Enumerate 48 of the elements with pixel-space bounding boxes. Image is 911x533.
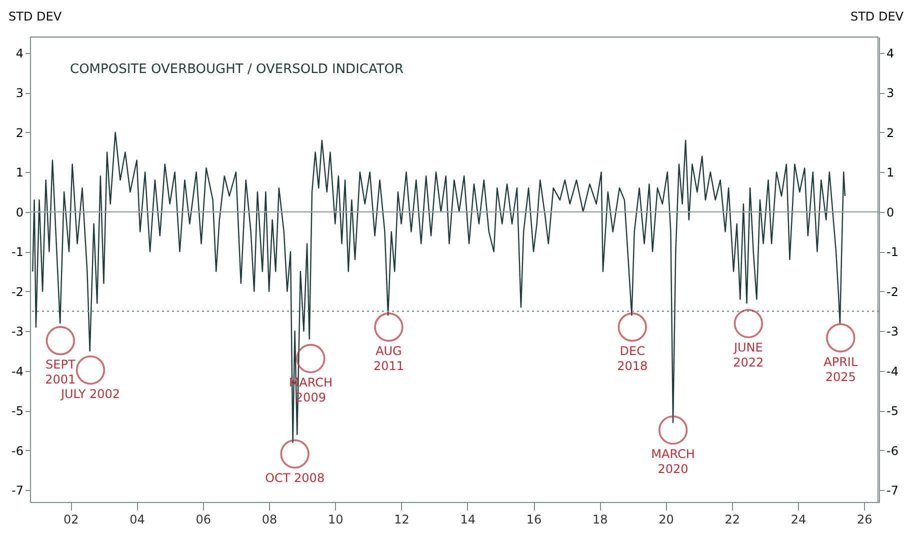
x-tick-label: 04 [130,512,145,526]
y2-tick-label: -7 [886,484,898,498]
x-tick-label: 18 [592,512,608,526]
y-tick-label: 4 [16,46,24,60]
y-tick-label: -3 [12,324,24,339]
y2-tick-label: -6 [886,444,898,458]
x-tick-label: 12 [394,512,410,526]
x-tick-label: 10 [328,512,344,526]
annotation: SEPT 2001 [45,358,76,387]
y2-tick-label: 3 [886,86,894,100]
y-tick-label: 2 [16,126,24,140]
y-axis-title: STD DEV [8,10,62,24]
y-tick-label: 0 [16,205,24,220]
y2-tick-label: -4 [886,364,898,378]
y2-tick-label: -1 [886,245,898,260]
annotation: OCT 2008 [265,470,325,485]
y2-tick-label: 1 [886,166,894,180]
x-tick-label: 26 [856,512,872,526]
annotation: AUG 2011 [373,344,404,374]
annotation: DEC 2018 [617,344,648,374]
x-tick-label: 24 [790,512,806,526]
y2-tick-label: 2 [886,126,894,140]
y2-tick-label: -3 [886,324,898,339]
y-tick-label: 3 [16,86,24,100]
x-tick-label: 02 [64,512,79,526]
y2-tick-label: -2 [886,284,898,299]
y-tick-label: -6 [12,444,24,458]
annotation: JUNE 2022 [732,340,764,370]
y-tick-label: -7 [12,484,24,498]
x-tick-label: 16 [526,512,542,526]
y2-axis-title: STD DEV [850,10,904,24]
x-tick-label: 20 [658,512,674,526]
x-tick-label: 06 [196,512,212,526]
y-tick-label: -1 [12,245,24,260]
x-tick-label: 14 [460,512,476,526]
x-tick-label: 22 [724,512,740,526]
y2-tick-label: 4 [886,46,894,60]
y-tick-label: -5 [12,404,24,418]
y-tick-label: -4 [12,364,24,378]
y2-tick-label: -5 [886,404,898,418]
annotation: APRIL 2025 [824,354,858,384]
y-tick-label: -2 [12,284,24,299]
annotation: MARCH 2020 [651,447,695,476]
x-tick-label: 08 [262,512,278,526]
text: COMPOSITE OVERBOUGHT / OVERSOLD INDICATOR [70,62,404,77]
annotation: JULY 2002 [60,387,120,402]
y-tick-label: 1 [16,166,24,180]
y2-tick-label: 0 [886,205,894,220]
